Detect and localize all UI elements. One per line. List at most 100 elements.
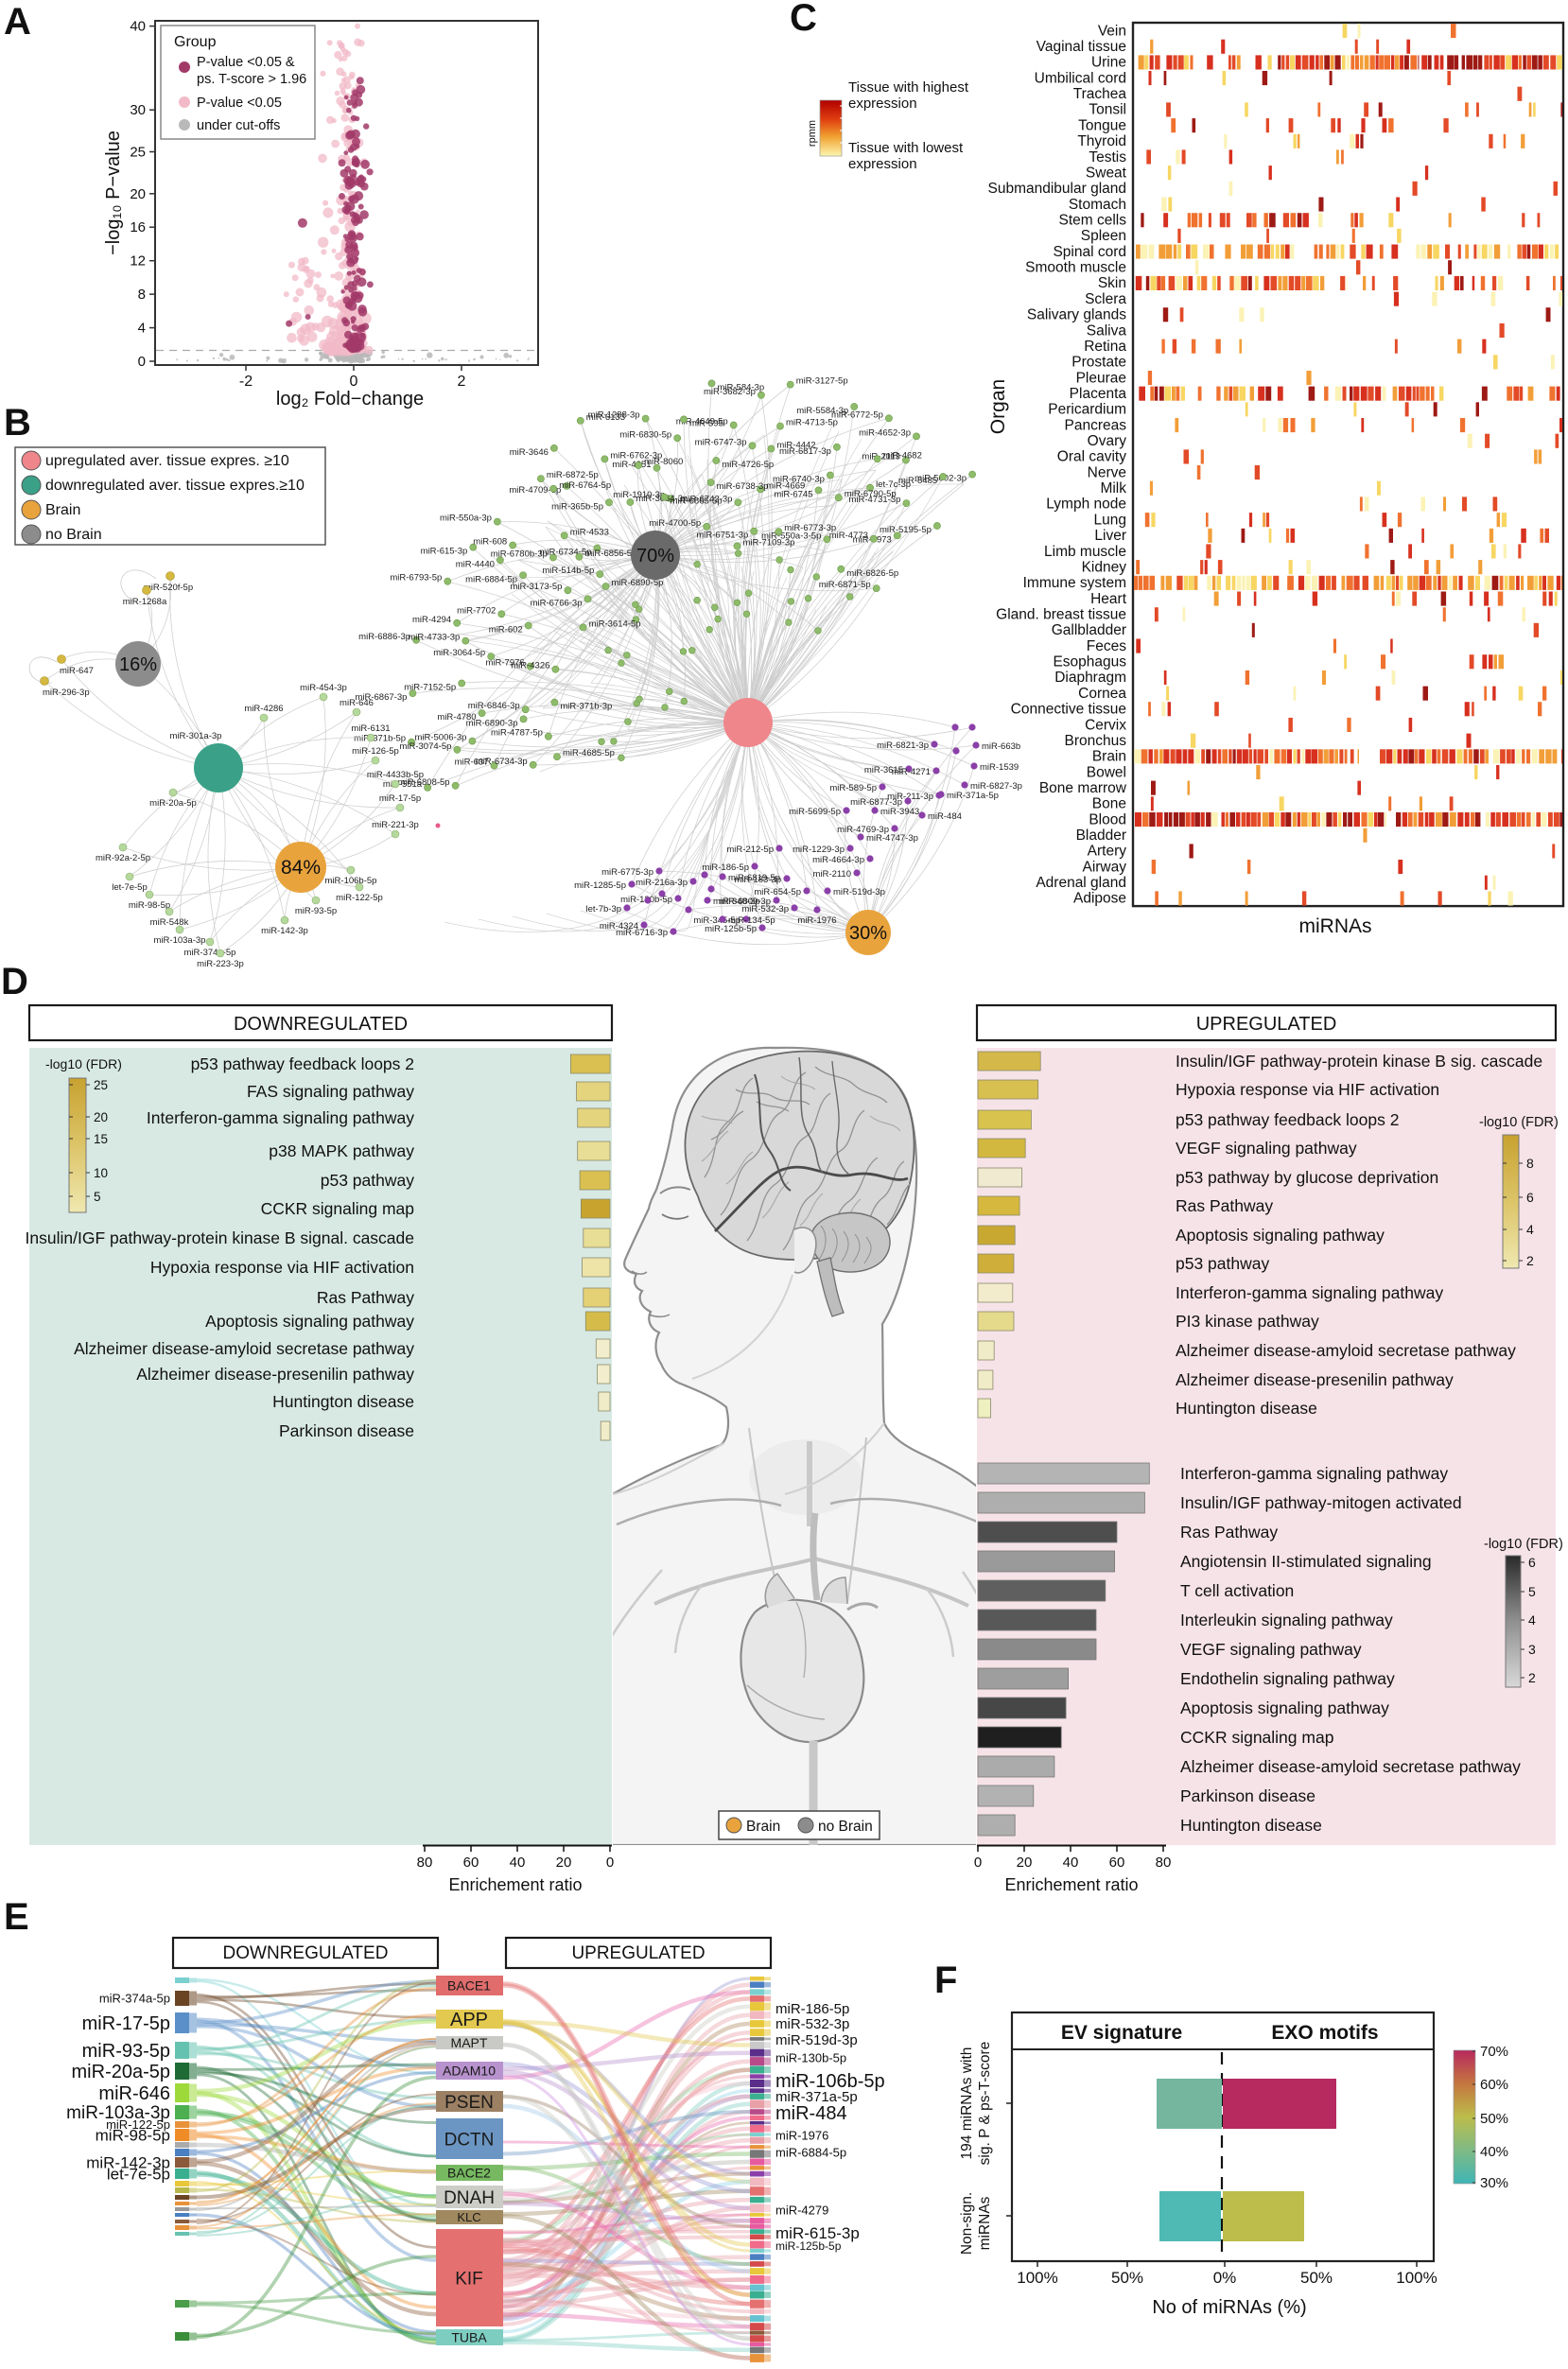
svg-text:Testis: Testis <box>1089 149 1126 165</box>
svg-text:miR-371b-5p: miR-371b-5p <box>354 734 406 744</box>
svg-text:PI3 kinase pathway: PI3 kinase pathway <box>1176 1312 1319 1331</box>
svg-text:Alzheimer disease-presenilin p: Alzheimer disease-presenilin pathway <box>136 1365 414 1384</box>
svg-text:miR-4326: miR-4326 <box>511 661 549 671</box>
svg-text:8: 8 <box>138 287 146 303</box>
svg-text:miR-6793-5p: miR-6793-5p <box>390 573 442 584</box>
svg-text:miR-3646: miR-3646 <box>510 447 549 458</box>
svg-text:Urine: Urine <box>1091 55 1126 71</box>
svg-text:miR-8485: miR-8485 <box>898 476 937 486</box>
svg-text:miR-1288-3p: miR-1288-3p <box>588 410 640 421</box>
svg-text:Interferon-gamma signaling pat: Interferon-gamma signaling pathway <box>147 1108 414 1127</box>
svg-text:miR-584-3p: miR-584-3p <box>718 382 765 392</box>
svg-text:Parkinson disease: Parkinson disease <box>279 1421 414 1440</box>
svg-text:-2: -2 <box>239 374 253 390</box>
svg-text:ps. T-score > 1.96: ps. T-score > 1.96 <box>197 72 306 87</box>
svg-text:rpmm: rpmm <box>807 120 818 147</box>
svg-text:miR-4324: miR-4324 <box>600 921 638 932</box>
svg-text:miR-647: miR-647 <box>60 666 94 676</box>
svg-text:miR-20a-5p: miR-20a-5p <box>149 798 197 809</box>
svg-text:miR-6821-3p: miR-6821-3p <box>877 740 929 751</box>
svg-text:miR-103a-3p: miR-103a-3p <box>154 935 206 946</box>
svg-text:CCKR signaling map: CCKR signaling map <box>1180 1728 1333 1747</box>
svg-text:8: 8 <box>1526 1156 1534 1171</box>
svg-text:miR-106b-5p: miR-106b-5p <box>325 876 377 886</box>
svg-text:miR-3682-3p: miR-3682-3p <box>704 387 756 397</box>
svg-text:miR-548k: miR-548k <box>150 917 189 928</box>
svg-text:miR-4286: miR-4286 <box>244 704 283 714</box>
svg-text:miR-1229-3p: miR-1229-3p <box>793 845 845 855</box>
svg-text:Immune system: Immune system <box>1023 575 1126 591</box>
svg-text:miR-365b-5p: miR-365b-5p <box>551 501 603 512</box>
svg-text:miR-6827-3p: miR-6827-3p <box>970 781 1022 792</box>
svg-text:Group: Group <box>174 34 217 50</box>
svg-text:100%: 100% <box>1017 2269 1057 2287</box>
svg-text:Ovary: Ovary <box>1088 433 1127 449</box>
svg-text:miR-211-3p: miR-211-3p <box>887 792 933 802</box>
svg-text:Airway: Airway <box>1082 859 1126 875</box>
svg-text:EV signature: EV signature <box>1061 2022 1182 2044</box>
svg-text:let-7e-5p: let-7e-5p <box>112 882 148 893</box>
svg-text:0: 0 <box>606 1855 614 1871</box>
svg-text:Stomach: Stomach <box>1069 197 1126 213</box>
svg-text:miR-3127-5p: miR-3127-5p <box>796 376 848 387</box>
svg-text:miR-6846-3p: miR-6846-3p <box>468 701 520 711</box>
svg-text:T cell activation: T cell activation <box>1180 1581 1294 1600</box>
svg-text:FAS signaling pathway: FAS signaling pathway <box>247 1082 414 1101</box>
svg-text:DOWNREGULATED: DOWNREGULATED <box>223 1943 389 1963</box>
svg-text:sig. P & ps-T-score: sig. P & ps-T-score <box>977 2042 993 2166</box>
svg-text:miR-6747-3p: miR-6747-3p <box>695 437 747 447</box>
svg-text:miR-6808-5p: miR-6808-5p <box>398 777 450 788</box>
svg-text:84%: 84% <box>281 857 321 879</box>
svg-text:miR-532-3p: miR-532-3p <box>775 2016 849 2032</box>
svg-text:Interferon-gamma signaling pat: Interferon-gamma signaling pathway <box>1180 1464 1448 1483</box>
svg-text:MAPT: MAPT <box>451 2035 488 2050</box>
svg-text:PSEN: PSEN <box>444 2093 494 2113</box>
svg-text:miR-4747-3p: miR-4747-3p <box>866 833 918 844</box>
svg-text:Tongue: Tongue <box>1078 117 1126 133</box>
svg-text:miRNAs: miRNAs <box>1299 915 1372 937</box>
svg-text:miR-6745: miR-6745 <box>774 489 812 499</box>
svg-text:UPREGULATED: UPREGULATED <box>571 1943 705 1963</box>
svg-text:miR-484: miR-484 <box>928 811 962 822</box>
svg-text:miR-4726-5p: miR-4726-5p <box>722 460 774 470</box>
svg-text:miR-6817-3p: miR-6817-3p <box>779 446 831 457</box>
svg-text:Retina: Retina <box>1084 339 1126 355</box>
svg-text:Tissue with highest: Tissue with highest <box>848 79 969 96</box>
svg-text:Liver: Liver <box>1094 528 1126 544</box>
svg-text:miR-371a-5p: miR-371a-5p <box>775 2089 858 2105</box>
svg-text:Kidney: Kidney <box>1082 560 1127 576</box>
svg-text:Alzheimer disease-amyloid secr: Alzheimer disease-amyloid secretase path… <box>1176 1341 1516 1360</box>
svg-text:miR-6775-3p: miR-6775-3p <box>601 867 653 878</box>
svg-text:BACE2: BACE2 <box>447 2166 491 2181</box>
svg-text:miRNAs: miRNAs <box>977 2196 993 2250</box>
svg-text:miR-6886-3p: miR-6886-3p <box>358 632 410 642</box>
svg-text:no Brain: no Brain <box>45 527 102 543</box>
svg-text:Gland. breast tissue: Gland. breast tissue <box>996 607 1126 623</box>
svg-text:D: D <box>1 961 28 1002</box>
svg-text:30%: 30% <box>1480 2175 1508 2191</box>
svg-text:Stem cells: Stem cells <box>1059 213 1127 229</box>
svg-text:miR-122-5p: miR-122-5p <box>336 893 383 903</box>
svg-text:Blood: Blood <box>1089 811 1126 827</box>
svg-text:miR-106b-5p: miR-106b-5p <box>775 2071 885 2092</box>
svg-text:miR-4682: miR-4682 <box>883 450 922 461</box>
svg-text:miR-103a-3p: miR-103a-3p <box>66 2103 170 2123</box>
svg-text:BACE1: BACE1 <box>447 1978 491 1994</box>
svg-text:miR-125b-5p: miR-125b-5p <box>775 2239 842 2253</box>
svg-text:-log10 (FDR): -log10 (FDR) <box>1479 1115 1559 1130</box>
svg-text:expression: expression <box>848 96 917 112</box>
svg-text:miR-4733-3p: miR-4733-3p <box>408 633 460 643</box>
svg-text:P-value <0.05: P-value <0.05 <box>197 96 282 111</box>
svg-text:Insulin/IGF pathway-protein ki: Insulin/IGF pathway-protein kinase B sig… <box>1176 1052 1542 1071</box>
svg-text:0%: 0% <box>1213 2269 1237 2287</box>
svg-text:under cut-offs: under cut-offs <box>197 118 280 133</box>
svg-text:Adipose: Adipose <box>1073 891 1126 907</box>
svg-text:Enrichement ratio: Enrichement ratio <box>448 1875 582 1894</box>
svg-text:miR-1976: miR-1976 <box>797 915 836 926</box>
svg-text:Thyroid: Thyroid <box>1077 133 1126 149</box>
svg-text:miR-6872-5p: miR-6872-5p <box>547 470 599 480</box>
svg-text:30%: 30% <box>849 923 887 944</box>
svg-text:miR-654-5p: miR-654-5p <box>754 887 801 897</box>
svg-text:miR-4664-3p: miR-4664-3p <box>812 855 864 865</box>
svg-text:10: 10 <box>94 1166 108 1180</box>
